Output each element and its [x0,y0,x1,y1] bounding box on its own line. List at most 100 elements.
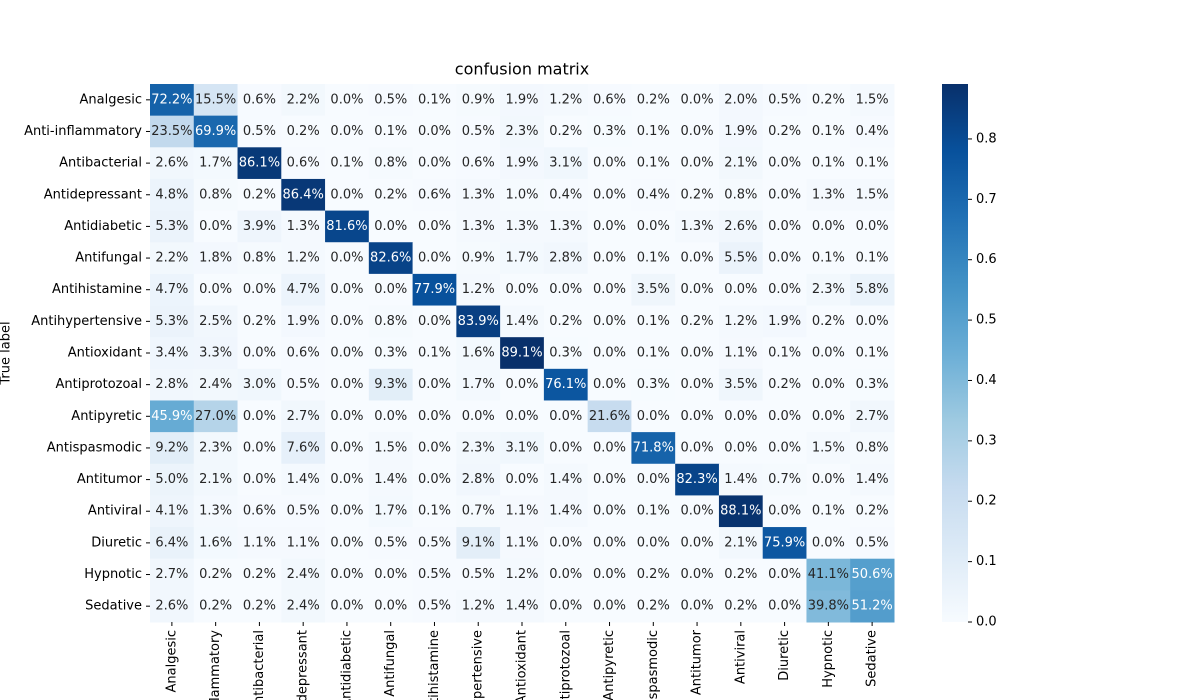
y-tick-label: Antifungal [75,251,142,266]
cell-label: 0.0% [812,472,845,487]
cell-label: 0.0% [681,92,714,107]
cell-label: 0.0% [593,567,626,582]
cell-label: 0.0% [637,535,670,550]
cell-label: 9.3% [374,377,407,392]
cell-label: 1.3% [505,219,538,234]
heatmap-cell [806,210,851,243]
heatmap-cell [456,115,501,148]
heatmap-cell [325,527,370,560]
cell-label: 7.6% [287,440,320,455]
heatmap-cell [806,84,851,117]
cell-label: 0.0% [593,535,626,550]
heatmap-cell [281,432,326,465]
y-tick-label: Antitumor [77,472,143,487]
cell-label: 0.0% [418,440,451,455]
heatmap-cell [325,84,370,117]
cell-label: 0.0% [768,567,801,582]
heatmap-cell [850,527,895,560]
x-tick-label: Antibacterial [252,630,267,700]
x-tick-label: Anti-inflammatory [208,630,223,700]
cell-label: 0.0% [681,567,714,582]
heatmap-cell [237,432,282,465]
heatmap-cell [237,147,282,180]
heatmap-cell [718,210,764,243]
cell-label: 3.4% [155,346,188,361]
cell-label: 0.3% [593,124,626,139]
cell-label: 0.2% [549,314,582,329]
heatmap-cell [850,337,895,370]
heatmap-cell [237,115,282,148]
heatmap-cell [412,273,457,307]
cell-label: 1.4% [374,472,407,487]
cell-label: 2.8% [462,472,495,487]
cell-label: 0.0% [856,314,889,329]
heatmap-cell [412,590,457,623]
cell-label: 0.0% [593,377,626,392]
heatmap-cell [237,590,282,623]
cell-label: 27.0% [195,409,236,424]
heatmap-cell [675,84,720,117]
heatmap-cell [806,305,851,338]
cell-label: 0.1% [856,251,889,266]
heatmap-cell [587,178,632,212]
cell-label: 0.0% [330,472,363,487]
cell-label: 1.8% [199,251,232,266]
x-tick-label: Analgesic [164,630,179,693]
heatmap-cell [150,115,195,148]
cell-label: 3.3% [199,346,232,361]
heatmap-cell [718,495,764,528]
heatmap-cell [325,147,370,180]
heatmap-cell [150,495,195,528]
heatmap-cell [850,242,895,275]
cell-label: 1.1% [505,535,538,550]
cell-label: 0.0% [199,219,232,234]
cell-label: 3.5% [637,282,670,297]
y-tick-label: Antibacterial [59,156,142,171]
cell-label: 0.0% [462,409,495,424]
cell-label: 1.9% [505,156,538,171]
heatmap-cell [631,590,676,623]
cell-label: 2.5% [199,314,232,329]
cell-label: 0.0% [243,282,276,297]
cell-label: 1.5% [856,92,889,107]
cell-label: 50.6% [851,567,892,582]
cell-label: 0.0% [681,535,714,550]
heatmap-cell [150,432,195,465]
heatmap-cell [500,558,545,591]
heatmap-cell [500,242,545,275]
heatmap-cell [237,463,282,496]
cell-label: 0.0% [330,187,363,202]
heatmap-cell [675,273,720,307]
cell-label: 0.0% [418,377,451,392]
cell-label: 0.1% [637,156,670,171]
cell-label: 0.1% [768,346,801,361]
heatmap-cell [412,432,457,465]
cell-label: 0.2% [243,567,276,582]
heatmap-cell [543,432,589,465]
cell-label: 0.0% [681,377,714,392]
cell-label: 0.0% [418,156,451,171]
cell-label: 23.5% [151,124,192,139]
cell-label: 0.0% [549,599,582,614]
heatmap-cell [281,527,326,560]
cell-label: 0.1% [812,124,845,139]
cell-label: 0.2% [637,92,670,107]
cell-label: 2.1% [724,156,757,171]
cell-label: 0.2% [243,599,276,614]
heatmap-cell [281,84,326,117]
cell-label: 0.0% [418,124,451,139]
cell-label: 1.0% [505,187,538,202]
cell-label: 0.0% [724,409,757,424]
cell-label: 2.3% [505,124,538,139]
heatmap-cell [543,495,589,528]
cell-label: 0.2% [768,124,801,139]
heatmap-cell [762,84,807,117]
heatmap-cell [543,400,589,433]
cell-label: 0.3% [549,346,582,361]
heatmap-cell [762,590,807,623]
cell-label: 1.3% [462,219,495,234]
cell-label: 0.0% [330,314,363,329]
heatmap-cell [281,368,326,401]
cell-label: 5.8% [856,282,889,297]
cell-label: 0.0% [812,377,845,392]
